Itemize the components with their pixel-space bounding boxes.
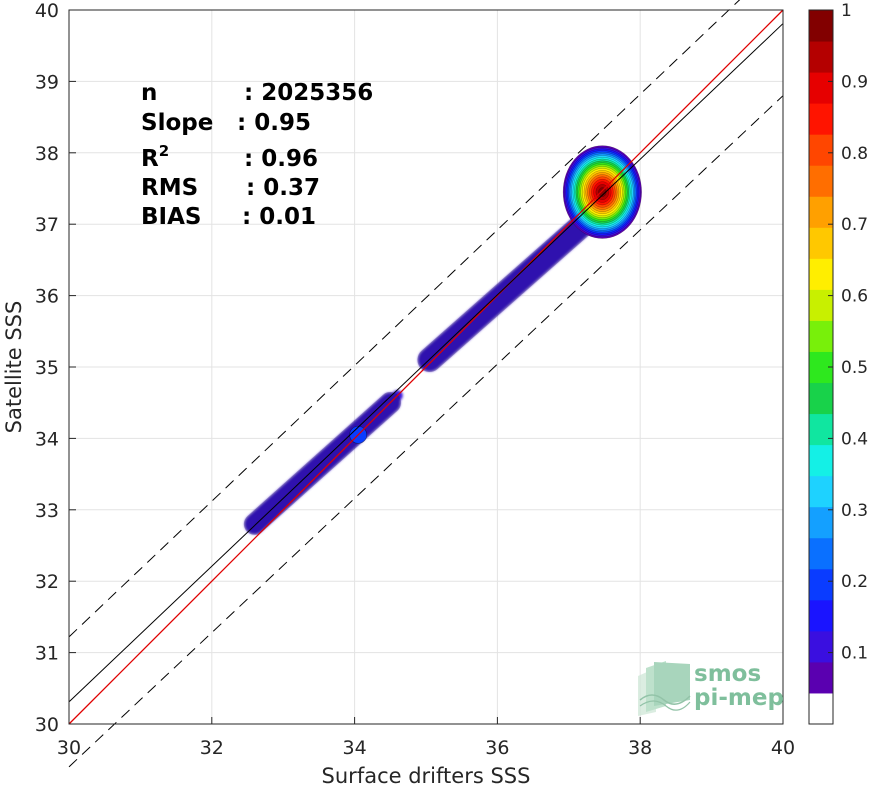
stat-label: BIAS [141, 204, 201, 230]
logo-line-pimep: pi-mep [694, 685, 784, 711]
x-axis-ticks: 30 32 34 36 38 40 [57, 717, 795, 759]
stat-value: : 0.37 [246, 175, 320, 201]
colorbar-tick-label: 0.8 [841, 144, 868, 164]
colorbar-swatch [809, 661, 833, 694]
stat-value: : 2025356 [244, 80, 373, 106]
colorbar-swatch [809, 320, 833, 352]
logo-line-smos: smos [694, 661, 761, 687]
y-tick-label: 31 [35, 643, 59, 665]
colorbar-swatch [809, 165, 833, 197]
colorbar-swatch [809, 475, 833, 508]
colorbar-swatch [809, 227, 833, 259]
colorbar-tick-label: 0.4 [841, 429, 868, 449]
y-tick-label: 33 [35, 500, 59, 522]
colorbar-tick-label: 0.9 [841, 72, 868, 92]
y-tick-label: 32 [35, 571, 59, 593]
y-tick-label: 36 [35, 286, 59, 308]
colorbar-swatch [809, 413, 833, 446]
colorbar-swatch [809, 134, 833, 166]
stat-label-superscript: 2 [159, 142, 169, 160]
colorbar-swatch [809, 41, 833, 73]
colorbar: 0.1 0.2 0.3 0.4 0.5 0.6 0.7 0.8 0.9 1 [808, 1, 868, 725]
colorbar-tick-label: 1 [841, 1, 852, 21]
y-tick-label: 39 [35, 71, 59, 93]
y-axis-ticks: 30 31 32 33 34 35 36 37 38 39 40 [35, 0, 76, 736]
logo-emblem-icon [638, 661, 691, 716]
x-tick-label: 34 [343, 737, 367, 759]
x-tick-label: 38 [628, 737, 652, 759]
colorbar-tick-label: 0.3 [841, 501, 868, 521]
y-tick-label: 35 [35, 357, 59, 379]
colorbar-tick-label: 0.5 [841, 358, 868, 378]
x-tick-label: 40 [771, 737, 795, 759]
line-one-to-one [68, 9, 784, 725]
colorbar-tick-label: 0.2 [841, 572, 868, 592]
stat-label: RMS [141, 175, 198, 201]
colorbar-swatch [809, 444, 833, 477]
colorbar-swatch [809, 382, 833, 415]
colorbar-swatch [809, 10, 833, 42]
colorbar-tick-label: 0.7 [841, 215, 868, 235]
colorbar-swatch [809, 537, 833, 570]
stat-label: n [141, 80, 157, 106]
colorbar-swatch [809, 72, 833, 104]
x-tick-label: 30 [57, 737, 81, 759]
line-lower-bound [68, 95, 784, 768]
colorbar-swatch [809, 599, 833, 632]
stat-value: : 0.95 [237, 110, 311, 136]
y-axis-label: Satellite SSS [2, 301, 26, 434]
x-tick-label: 32 [200, 737, 224, 759]
y-tick-label: 37 [35, 214, 59, 236]
stat-value: : 0.96 [244, 146, 318, 172]
grid [68, 9, 784, 725]
line-linear-fit [68, 23, 784, 703]
colorbar-swatch [809, 289, 833, 321]
x-axis-label: Surface drifters SSS [322, 764, 531, 787]
line-upper-bound [68, 0, 741, 638]
colorbar-swatch [809, 692, 833, 725]
colorbar-swatch [809, 506, 833, 539]
reference-lines [68, 0, 784, 768]
stat-value: : 0.01 [242, 204, 316, 230]
colorbar-swatch [809, 196, 833, 228]
y-tick-label: 38 [35, 143, 59, 165]
colorbar-swatch [809, 258, 833, 290]
colorbar-tick-label: 0.6 [841, 287, 868, 307]
colorbar-tick-label: 0.1 [841, 644, 868, 664]
stat-label: Slope [141, 110, 213, 136]
colorbar-swatch [809, 568, 833, 601]
y-tick-label: 34 [35, 428, 59, 450]
y-tick-label: 30 [35, 714, 59, 736]
x-tick-label: 36 [485, 737, 509, 759]
y-tick-label: 40 [35, 0, 59, 22]
colorbar-swatch [809, 630, 833, 663]
colorbar-swatch [809, 103, 833, 135]
smos-pi-mep-logo: smos pi-mep [638, 661, 784, 716]
